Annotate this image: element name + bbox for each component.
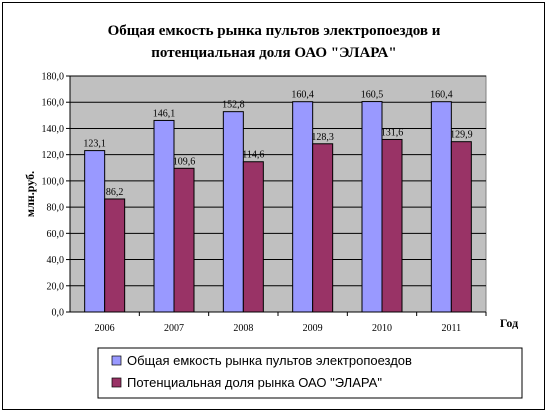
bar-series-2 xyxy=(312,143,334,313)
plot-background xyxy=(69,75,487,313)
y-axis-title: млн.руб. xyxy=(23,171,37,217)
legend-swatch-series-1 xyxy=(111,355,122,366)
bar-series-1 xyxy=(153,119,175,313)
data-label-series-1: 160,5 xyxy=(361,90,384,101)
bar-series-2 xyxy=(242,161,264,313)
x-tick-label: 2010 xyxy=(372,323,392,334)
x-axis-title: Год xyxy=(500,316,518,330)
y-tick-label: 180,0 xyxy=(42,72,65,83)
y-tick-label: 140,0 xyxy=(42,124,65,135)
x-tick-label: 2008 xyxy=(233,323,253,334)
bar-series-1 xyxy=(84,150,106,313)
legend-label-series-2: Потенциальная доля рынка ОАО "ЭЛАРА" xyxy=(127,375,382,390)
data-label-series-2: 86,2 xyxy=(106,187,124,198)
chart-title-line-1: Общая емкость рынка пультов электропоезд… xyxy=(108,23,441,39)
data-label-series-2: 114,6 xyxy=(242,150,264,161)
x-tick-label: 2011 xyxy=(442,323,462,334)
bar-series-2 xyxy=(381,138,403,313)
chart-title-line-2: потенциальная доля ОАО "ЭЛАРА" xyxy=(151,45,396,61)
data-label-series-1: 160,4 xyxy=(291,90,314,101)
y-tick-label: 20,0 xyxy=(47,281,65,292)
data-label-series-2: 129,9 xyxy=(450,130,473,141)
data-label-series-2: 109,6 xyxy=(173,156,196,167)
x-tick-label: 2006 xyxy=(95,323,115,334)
legend-swatch-series-2 xyxy=(111,377,122,388)
y-tick-label: 60,0 xyxy=(47,229,65,240)
plot-area: 0,0 20,0 40,0 60,0 80,0 100,0 120,0 140,0 160,0 1… xyxy=(42,72,487,334)
data-label-series-1: 152,8 xyxy=(222,100,245,111)
data-label-series-1: 160,4 xyxy=(430,90,453,101)
bar-series-1 xyxy=(292,101,314,313)
bar-series-2 xyxy=(450,141,472,313)
data-label-series-2: 131,6 xyxy=(381,127,404,138)
legend-label-series-1: Общая емкость рынка пультов электропоезд… xyxy=(127,353,412,368)
legend-box xyxy=(97,347,523,399)
x-tick-label: 2007 xyxy=(164,323,184,334)
bar-series-2 xyxy=(173,167,195,313)
y-tick-label: 40,0 xyxy=(47,255,65,266)
legend: Общая емкость рынка пультов электропоезд… xyxy=(97,347,523,399)
y-tick-label: 100,0 xyxy=(42,176,65,187)
x-tick-label: 2009 xyxy=(303,323,323,334)
y-tick-label: 80,0 xyxy=(47,203,65,214)
data-label-series-2: 128,3 xyxy=(311,132,334,143)
bar-series-1 xyxy=(361,101,383,313)
data-label-series-1: 123,1 xyxy=(83,139,106,150)
bar-series-1 xyxy=(430,101,452,313)
y-tick-label: 120,0 xyxy=(42,150,65,161)
y-tick-label: 0,0 xyxy=(52,308,65,319)
bar-series-1 xyxy=(222,111,244,313)
y-tick-label: 160,0 xyxy=(42,98,65,109)
bar-series-2 xyxy=(104,198,126,313)
data-label-series-1: 146,1 xyxy=(153,108,176,119)
